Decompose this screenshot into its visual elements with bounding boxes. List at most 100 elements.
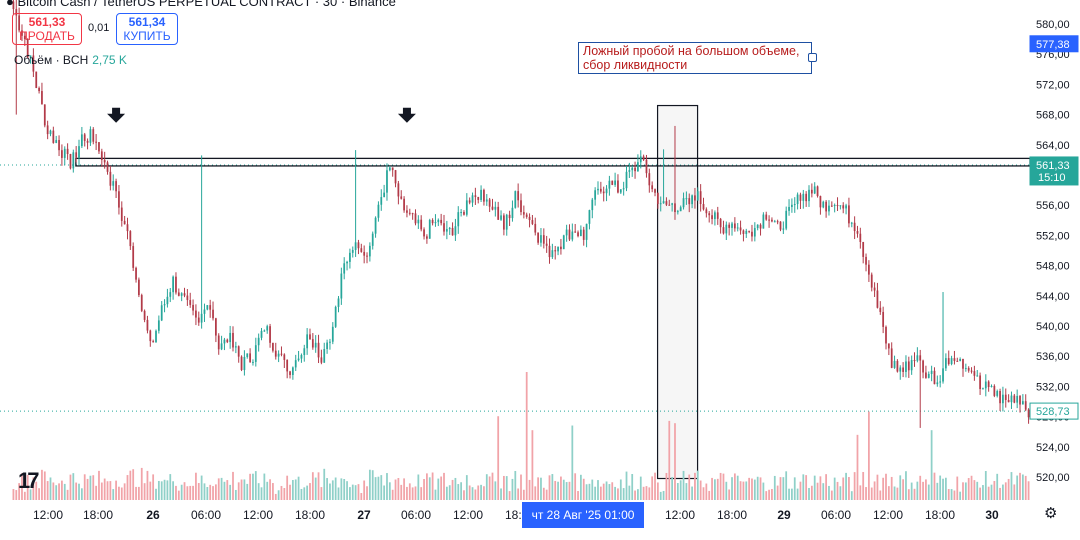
candle-body — [463, 211, 465, 215]
candle-body — [417, 219, 420, 224]
volume-bar — [768, 489, 770, 500]
gear-icon[interactable]: ⚙ — [1044, 505, 1058, 522]
candle — [913, 352, 916, 367]
candle — [172, 275, 174, 300]
volume-bar — [674, 423, 676, 500]
candle — [728, 222, 731, 236]
candle — [925, 365, 927, 379]
volume-bar — [819, 476, 822, 500]
volume-bar — [503, 475, 505, 500]
candle — [714, 210, 716, 226]
candle-body — [676, 211, 679, 213]
candle-body — [140, 295, 143, 311]
candle — [488, 197, 491, 213]
candle — [651, 181, 654, 193]
volume-bar — [648, 487, 651, 500]
sell-price: 561,33 — [28, 15, 66, 29]
tradingview-logo-icon[interactable]: 17 — [18, 468, 40, 493]
candle — [537, 232, 539, 245]
volume-bar — [694, 472, 696, 500]
candle — [1007, 394, 1010, 403]
candle-body — [89, 129, 92, 143]
candle-body — [919, 355, 922, 361]
volume-bar — [574, 473, 577, 500]
candle-body — [654, 189, 656, 193]
buy-button[interactable]: 561,34 КУПИТЬ — [116, 13, 178, 45]
annotation-handle[interactable] — [808, 53, 817, 62]
volume-bar — [383, 485, 386, 500]
candle-body — [899, 367, 902, 372]
volume-bar — [138, 486, 140, 500]
candle-body — [531, 220, 534, 224]
volume-bar — [331, 480, 334, 500]
candle — [374, 216, 377, 238]
volume-bar — [916, 481, 919, 500]
candle-body — [602, 191, 605, 194]
candle-body — [394, 170, 397, 184]
candle — [465, 193, 468, 217]
volume-bar — [394, 479, 397, 500]
candle-body — [286, 359, 289, 372]
candle — [357, 239, 360, 255]
candle-body — [836, 205, 839, 207]
candle-body — [739, 227, 742, 231]
volume-bar — [910, 482, 913, 500]
candle — [126, 217, 129, 240]
volume-bar — [15, 490, 18, 500]
candle-body — [303, 348, 306, 356]
candle — [645, 154, 648, 178]
candle — [953, 350, 956, 365]
candle — [183, 287, 186, 298]
candle-body — [497, 206, 500, 220]
candle — [753, 222, 756, 242]
candle — [768, 215, 770, 228]
candle-body — [115, 181, 117, 192]
candle — [839, 205, 842, 210]
candle — [283, 353, 286, 369]
volume-bar — [856, 434, 859, 500]
volume-bar — [203, 483, 206, 500]
candle — [731, 221, 733, 236]
candle-body — [671, 203, 674, 205]
candle — [525, 212, 528, 219]
candle-body — [702, 204, 705, 210]
volume-bar — [514, 470, 517, 500]
candle-body — [577, 232, 579, 237]
candle — [414, 209, 417, 226]
volume-bar — [551, 474, 554, 500]
candle — [112, 174, 115, 191]
candle-body — [423, 229, 425, 237]
sell-button[interactable]: 561,33 ПРОДАТЬ — [12, 13, 82, 45]
volume-bar — [192, 485, 194, 500]
volume-bar — [842, 477, 845, 500]
candle — [363, 245, 366, 264]
candle — [368, 242, 371, 262]
volume-bar — [98, 470, 100, 500]
volume-bar — [836, 481, 839, 500]
candle-body — [651, 185, 654, 190]
candle-body — [813, 186, 816, 194]
candle — [43, 104, 46, 128]
candle — [72, 149, 75, 173]
candle-body — [953, 358, 956, 361]
candle — [180, 292, 183, 302]
x-tick-label: 26 — [146, 508, 160, 522]
volume-bar — [639, 476, 642, 500]
candle — [585, 223, 588, 248]
volume-bar — [585, 484, 588, 500]
candle — [200, 155, 203, 329]
candle-body — [579, 229, 582, 237]
candle-body — [514, 191, 517, 208]
candle-body — [75, 152, 78, 158]
volume-bar — [468, 485, 471, 500]
candle-body — [189, 300, 192, 305]
y-tick-label: 524,00 — [1036, 442, 1070, 454]
annotation-callout[interactable]: Ложный пробой на большом объеме, сбор ли… — [578, 42, 812, 74]
volume-bar — [688, 474, 691, 500]
volume-bar — [896, 487, 899, 500]
candle-body — [637, 162, 639, 172]
candle-body — [160, 305, 163, 321]
candle-body — [491, 206, 494, 210]
candle-body — [902, 367, 904, 372]
